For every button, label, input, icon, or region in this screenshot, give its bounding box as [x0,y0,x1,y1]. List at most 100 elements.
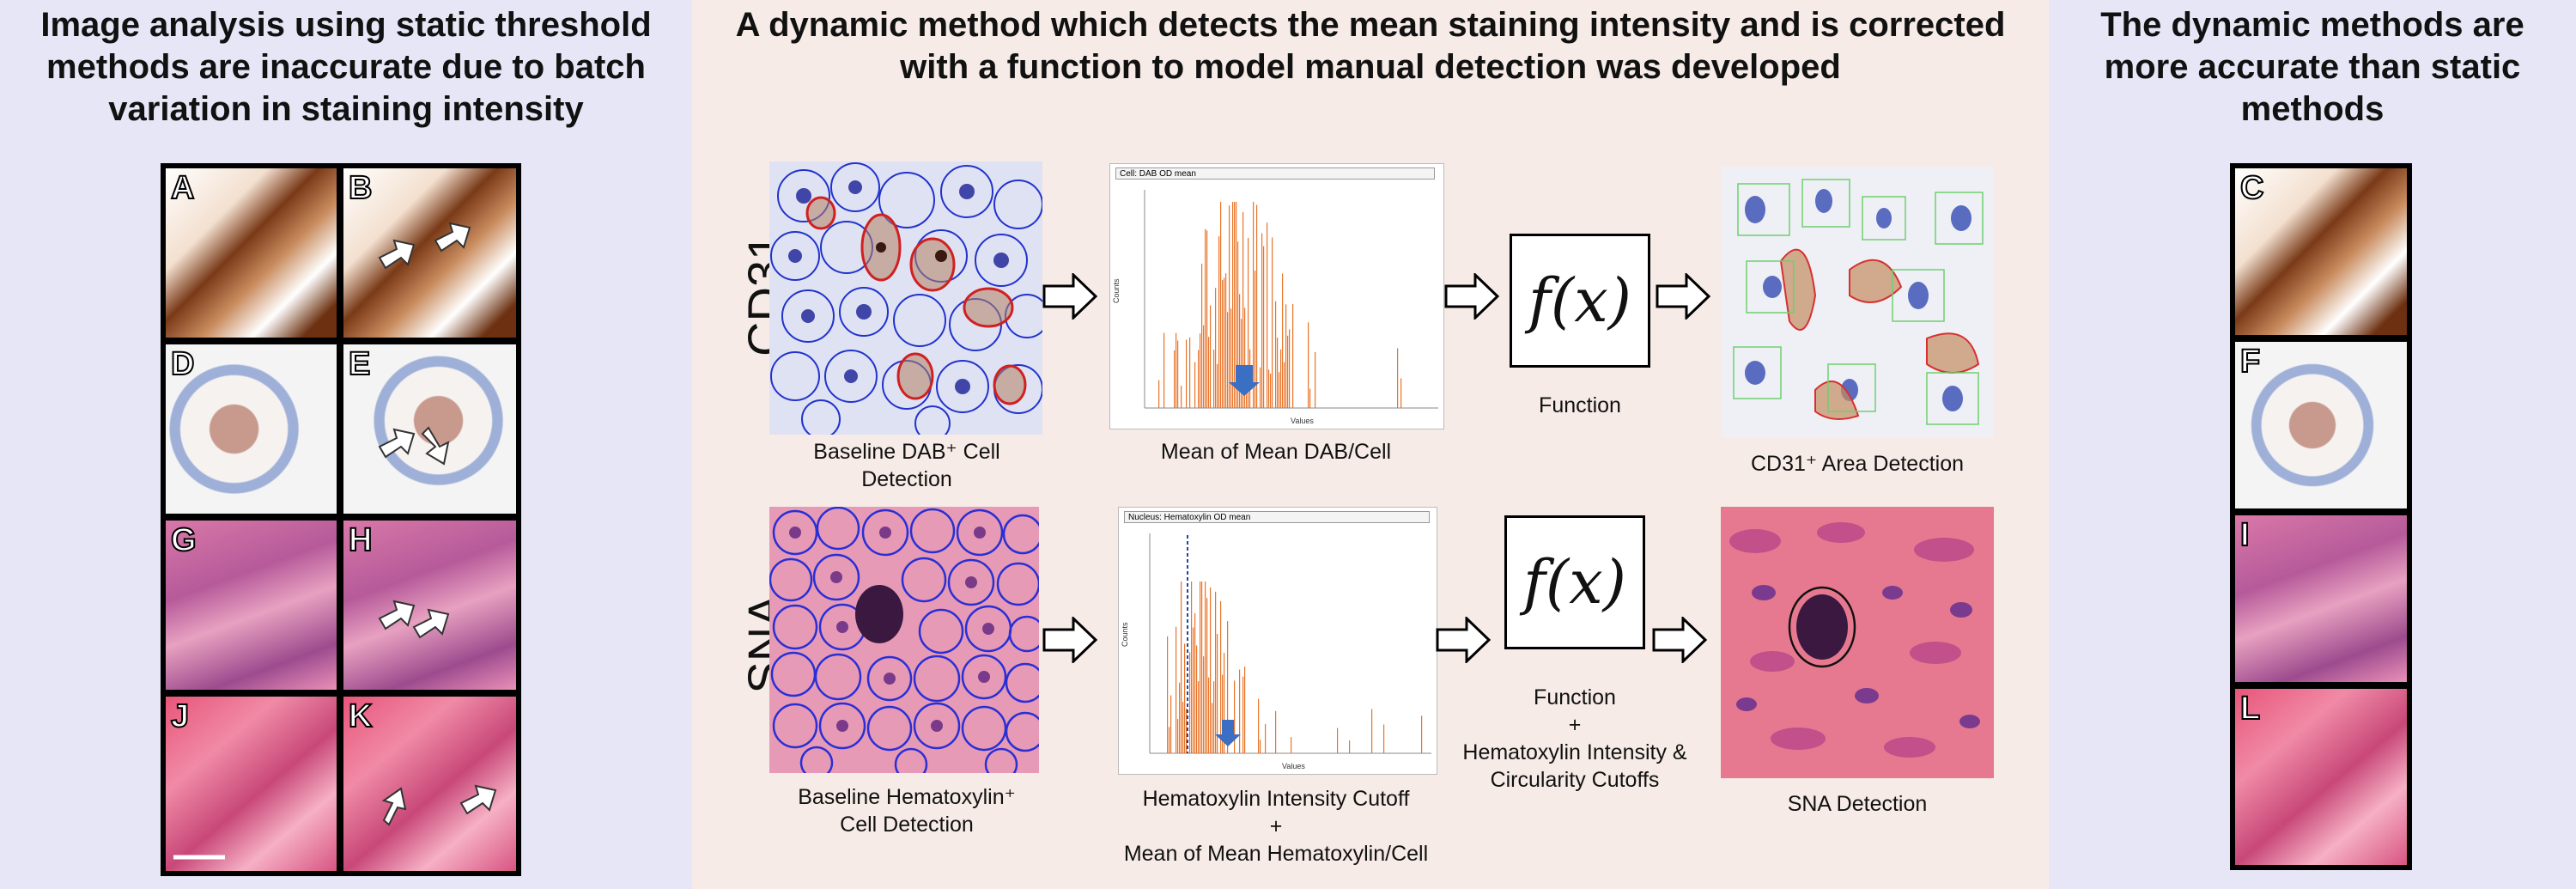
histogram-bar [1189,652,1191,753]
arrow-right-icon [1042,617,1098,663]
histogram-bar [1181,386,1182,408]
histogram-bar [1263,246,1265,408]
sna-result-caption: SNA Detection [1787,792,1928,816]
histogram-bar [1258,698,1260,753]
nuclei [1736,585,1980,728]
histogram-bar [1208,337,1210,408]
histogram-bar [1201,582,1203,753]
histogram-bar [1213,681,1215,753]
histogram-bar [1242,676,1244,753]
tile-letter: L [2239,690,2261,728]
histogram-bar [1194,362,1196,408]
x-axis-label: Values [1282,762,1305,770]
arrow-right-icon [1652,617,1708,663]
tile-i: I [2233,513,2409,685]
middle-heading: A dynamic method which detects the mean … [735,6,2006,86]
arrow-icon [421,426,450,466]
histogram-bar [1261,233,1263,408]
histogram-bar [1206,598,1208,753]
histogram-bar [1242,211,1244,408]
histogram-bar [1289,329,1291,408]
histogram-bar [1182,702,1184,753]
histogram-bar [1260,367,1261,408]
histogram-bar [1205,582,1206,753]
histogram-bar [1181,582,1182,753]
histogram-bar [1227,621,1229,753]
histogram-bar [1210,587,1212,753]
histogram-bar [1215,591,1217,753]
histogram-bar [1203,656,1205,753]
tile-b: B [341,166,519,340]
histogram-bar [1371,709,1373,753]
arrow-icon [378,428,416,459]
histogram-bar [1189,337,1191,408]
histogram-bar [1309,388,1311,408]
function-box: f(x) [1504,515,1645,649]
histogram-bar [1292,303,1294,408]
histogram-bar [1222,280,1224,408]
tile-a: A [163,166,339,340]
tile-j: J [163,694,339,874]
right-heading: The dynamic methods are more accurate th… [2100,6,2524,128]
histogram-bar [1186,708,1188,753]
tile-f: F [2233,339,2409,511]
histogram-bar [1230,308,1232,408]
histogram-bar [1284,362,1285,408]
histogram-bar [1275,710,1277,753]
histogram-bar [1220,600,1222,753]
histogram-bar [1265,723,1267,753]
x-axis-label: Values [1291,417,1314,425]
arrow-right-icon [1444,273,1500,320]
histogram-bar [1256,204,1258,408]
histogram-bar [1158,380,1160,408]
histogram-bar [1268,369,1270,408]
histogram-bar [1237,241,1239,408]
arrow-icon [412,608,450,639]
histogram-bar [1179,682,1181,753]
tissue [1729,522,1974,758]
histogram-bar [1225,273,1227,408]
histogram-bar [1205,228,1206,408]
tile-g: G [163,518,339,692]
histogram-bar [1201,263,1203,408]
histogram-bar [1198,681,1200,753]
histogram-bars [1158,202,1402,408]
histogram-bar [1222,674,1224,753]
histogram-bar [1241,319,1242,408]
sna-result-image [1721,507,1994,778]
function-symbol: f(x) [1522,547,1626,618]
tile-h: H [341,518,519,692]
histogram-bar [1174,350,1176,408]
annotation-arrows [173,222,497,860]
cd31-result-caption: CD31⁺ Area Detection [1750,452,1965,476]
histogram-bar [1244,307,1246,408]
histogram-dropdown[interactable]: Nucleus: Hematoxylin OD mean [1124,511,1430,523]
histogram-dropdown[interactable]: Cell: DAB OD mean [1115,167,1435,180]
left-panel: Image analysis using static threshold me… [0,0,692,889]
histogram-bar [1213,349,1215,408]
tile-letter: C [2239,169,2264,207]
arrow-icon [378,239,416,270]
function-symbol: f(x) [1528,265,1631,336]
histogram-bar [1282,273,1284,408]
arrow-icon [381,787,407,826]
histogram-bar [1349,740,1351,753]
histogram-bar [1275,301,1277,408]
cd31-histogram-plot: Values Counts [1112,190,1438,425]
histogram-bar [1285,304,1287,408]
histogram-bar [1260,740,1261,753]
histogram-bar [1244,667,1246,753]
histogram-bar [1270,373,1272,408]
y-axis-label: Counts [1121,622,1129,647]
tile-letter: K [348,697,373,735]
mean-arrow-icon [1229,365,1260,396]
histogram-bar [1400,378,1402,408]
tile-letter: J [170,697,190,735]
cd31-function-caption: Function [1539,393,1621,417]
histogram-bar [1217,363,1218,408]
sna-histogram: Nucleus: Hematoxylin OD mean Values Coun… [1118,507,1437,775]
histogram-bar [1229,205,1230,408]
histogram-bar [1239,669,1241,753]
histogram-bar [1253,202,1255,408]
tile-letter: H [348,521,373,559]
